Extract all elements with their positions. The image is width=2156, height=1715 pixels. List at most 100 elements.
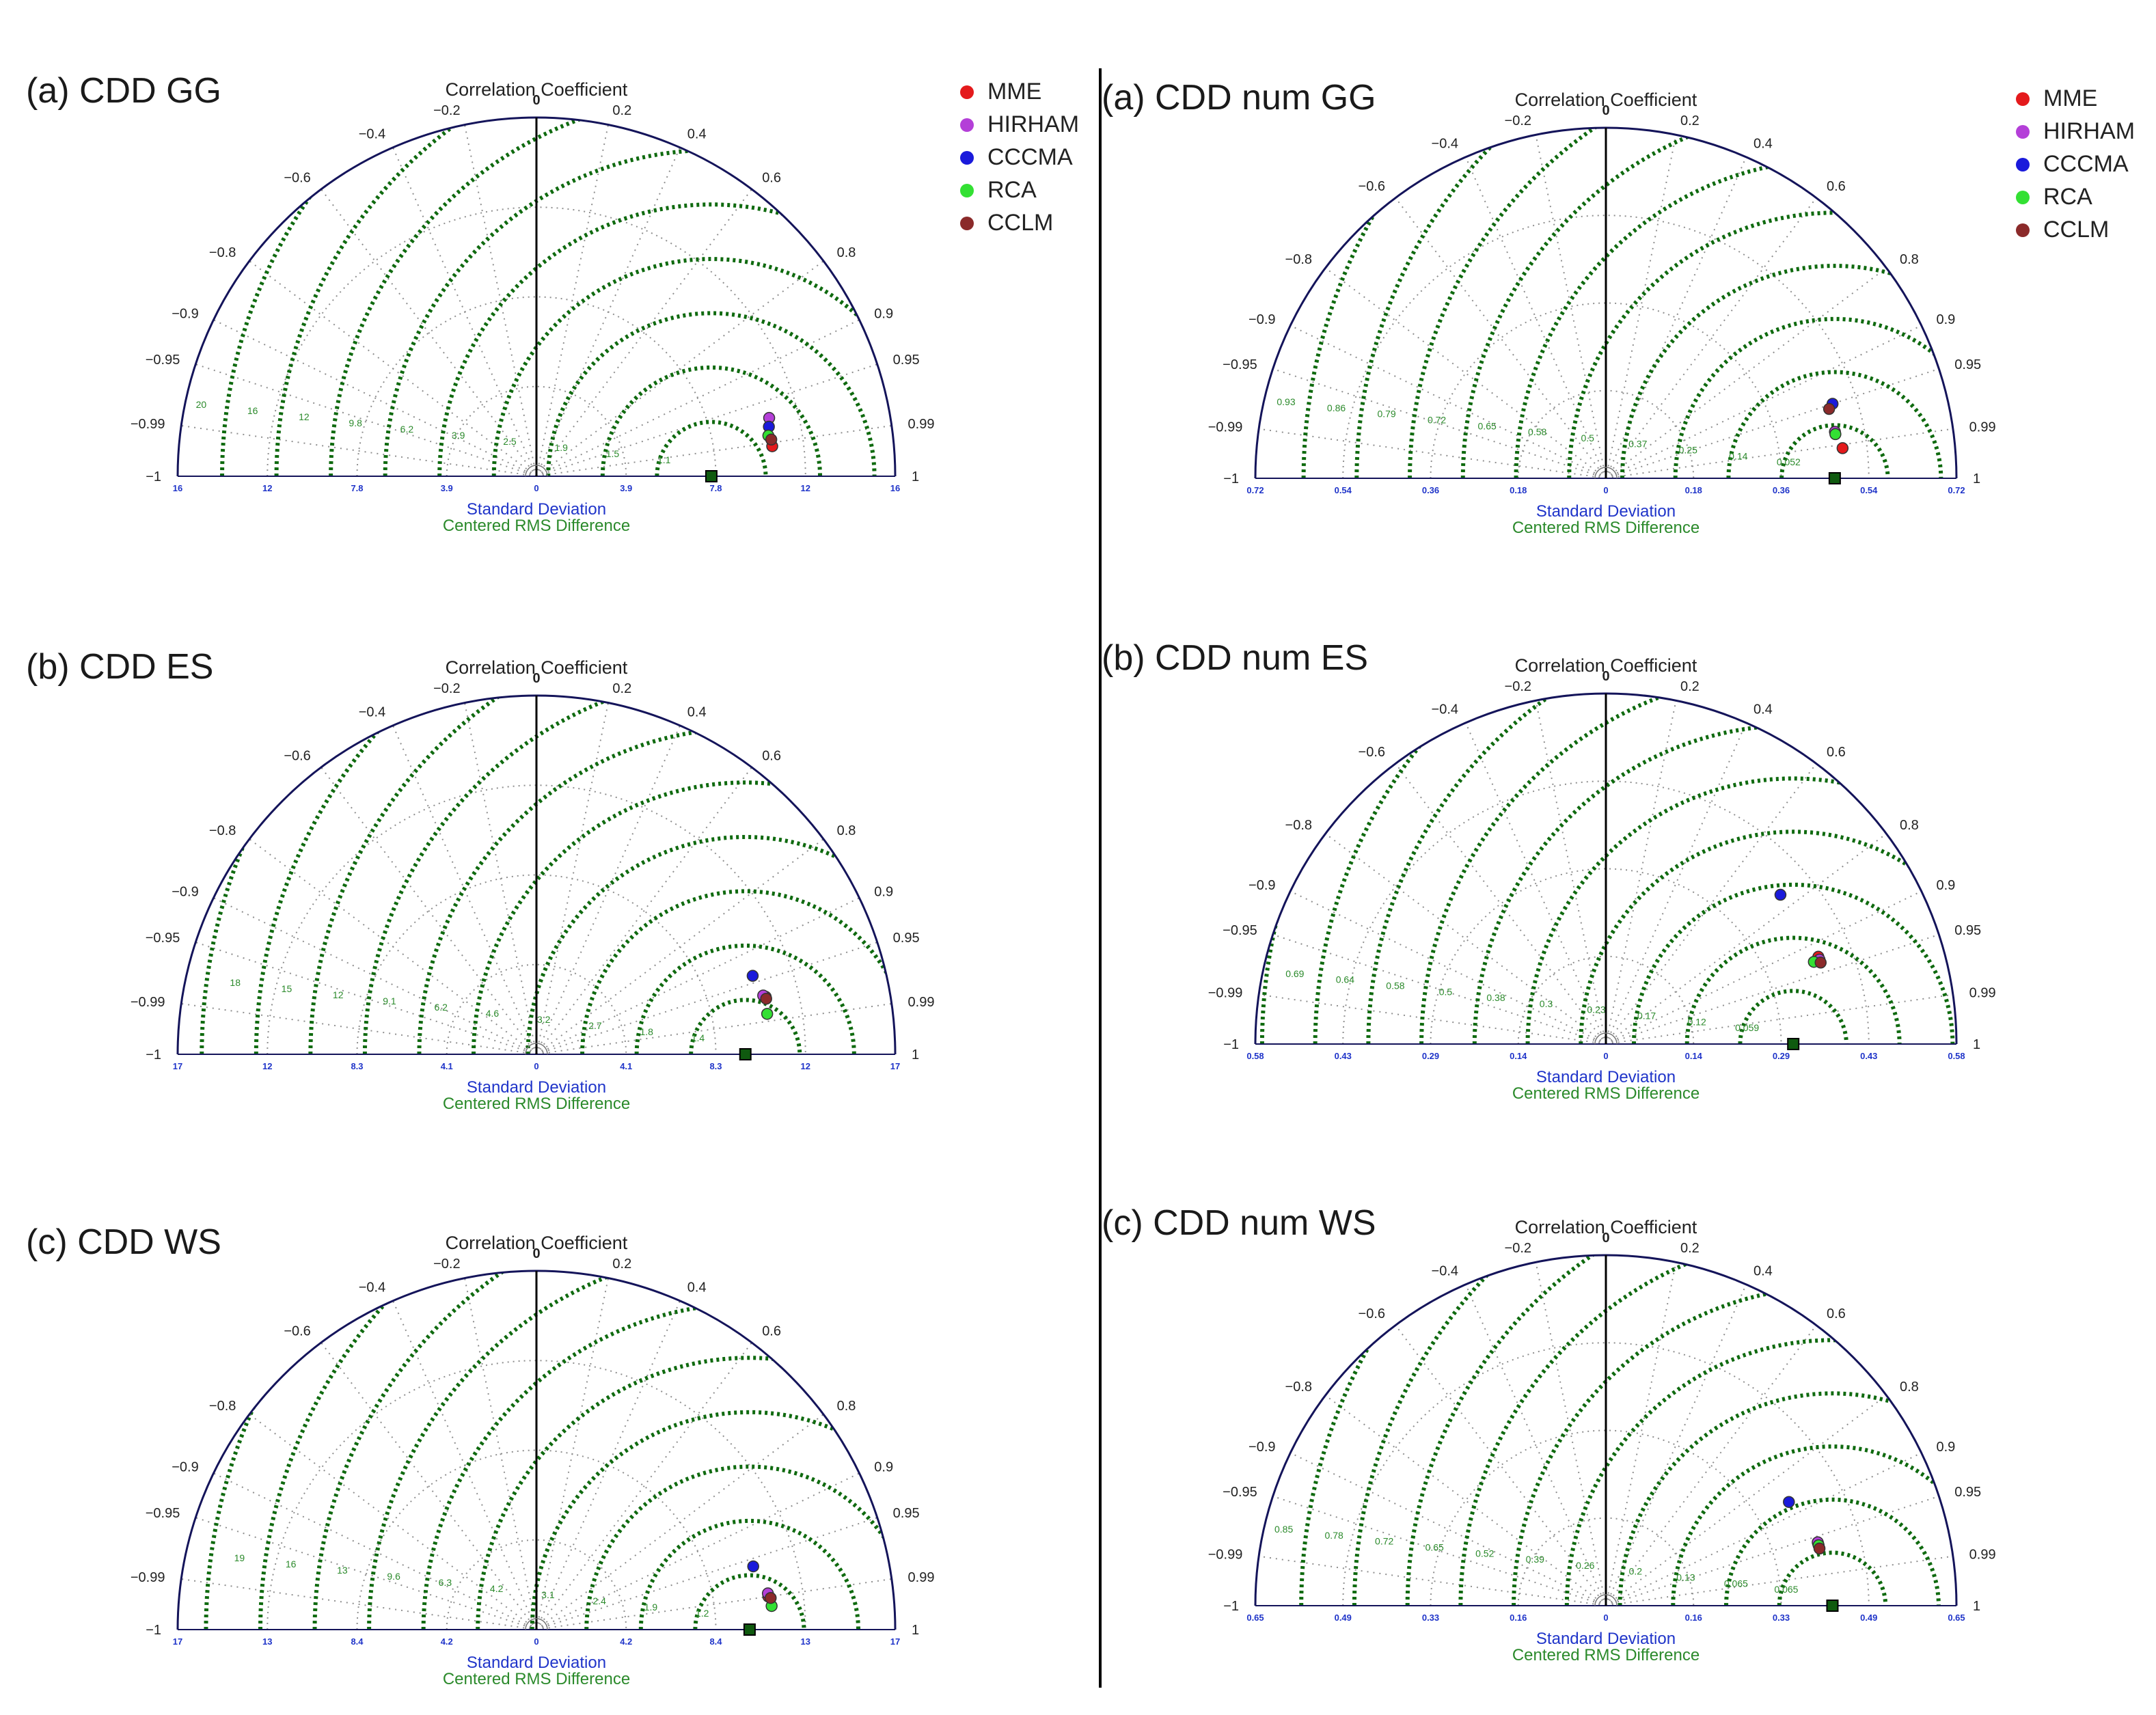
rms-contour — [256, 565, 1235, 1054]
sd-tick-label: 0.54 — [1860, 485, 1878, 495]
corr-tick-label: 0.9 — [874, 307, 893, 322]
corr-spoke — [536, 1342, 752, 1630]
rms-tick-label: 0.26 — [1576, 1560, 1594, 1571]
sd-tick-label: 4.2 — [620, 1636, 632, 1647]
rms-tick-label: 0.39 — [1526, 1554, 1544, 1565]
corr-tick-label: 0.8 — [1900, 252, 1919, 267]
corr-tick-label: −0.99 — [131, 995, 165, 1010]
rms-axis-title: Centered RMS Difference — [1512, 519, 1700, 537]
point-cccma — [1774, 888, 1787, 901]
rms-tick-label: 0.69 — [1285, 968, 1304, 979]
corr-tick-label: 0.8 — [1900, 1380, 1919, 1395]
sd-tick-label: 0.16 — [1685, 1613, 1702, 1623]
sd-gridline — [1430, 1429, 1782, 1606]
corr-tick-label: −0.9 — [1248, 312, 1275, 327]
corr-tick-label: −0.4 — [1432, 1264, 1458, 1279]
corr-title: Correlation Coefficient — [446, 657, 628, 678]
corr-tick-label: −0.8 — [1285, 818, 1312, 833]
sd-tick-label: 8.3 — [709, 1061, 722, 1071]
origin-arc — [525, 1043, 548, 1055]
sd-tick-label: 17 — [890, 1636, 900, 1647]
corr-spoke — [249, 1414, 537, 1630]
rms-contour — [1777, 1550, 1888, 1606]
rms-contour — [258, 1271, 895, 1630]
corr-spoke — [536, 767, 752, 1055]
corr-spoke — [536, 189, 752, 477]
panel-title: (a) CDD num GG — [1102, 78, 1376, 118]
corr-tick-label: −0.6 — [284, 748, 310, 763]
rms-contour — [167, 0, 1255, 476]
corr-tick-label: −0.99 — [1208, 420, 1243, 435]
rms-tick-label: 3.2 — [537, 1014, 551, 1025]
sd-gridline — [356, 1449, 717, 1630]
corr-tick-label: −0.6 — [284, 170, 310, 185]
rms-tick-label: 2.5 — [503, 436, 517, 447]
rms-contour — [1632, 883, 1955, 1044]
corr-tick-label: 0 — [1602, 669, 1609, 684]
corr-tick-label: −0.8 — [209, 1399, 236, 1414]
rms-contour — [655, 420, 768, 476]
rms-tick-label: 0.23 — [1587, 1004, 1605, 1015]
rms-tick-label: 0.5 — [1581, 433, 1594, 443]
sd-tick-label: 0.72 — [1246, 485, 1264, 495]
legend-label: MME — [987, 79, 1041, 105]
rms-contour — [476, 1356, 895, 1630]
corr-tick-label: 0 — [532, 671, 540, 686]
corr-tick-label: −0.99 — [131, 417, 165, 432]
corr-spoke — [195, 363, 537, 477]
corr-tick-label: 0 — [532, 93, 540, 108]
corr-tick-label: 0.4 — [687, 705, 707, 720]
sd-tick-label: 3.9 — [620, 483, 632, 493]
rms-contour — [383, 148, 895, 476]
sd-tick-label: 17 — [890, 1061, 900, 1071]
corr-tick-label: −0.99 — [1208, 986, 1243, 1001]
rms-contour — [546, 312, 877, 476]
corr-tick-label: −1 — [146, 1623, 161, 1638]
rms-contour — [472, 781, 895, 1054]
rms-tick-label: 1.9 — [644, 1602, 658, 1613]
corr-spoke — [1605, 933, 1939, 1045]
corr-tick-label: 1 — [1973, 1037, 1980, 1052]
sd-tick-label: 8.4 — [709, 1636, 722, 1647]
corr-title: Correlation Coefficient — [1515, 655, 1697, 676]
rms-tick-label: 3.1 — [541, 1589, 555, 1600]
legend-marker — [2016, 125, 2030, 139]
rms-tick-label: 0.72 — [1428, 414, 1446, 425]
corr-spoke — [536, 1578, 892, 1630]
corr-tick-label: −0.9 — [1248, 878, 1275, 893]
rms-tick-label: 0.12 — [1687, 1016, 1706, 1027]
sd-gridline — [1430, 302, 1782, 479]
corr-tick-label: −0.8 — [209, 823, 236, 838]
rms-contour — [1567, 211, 1956, 478]
rms-tick-label: 0.93 — [1277, 396, 1295, 407]
legend-marker — [960, 85, 974, 99]
corr-spoke — [195, 942, 537, 1055]
point-cccma — [1783, 1496, 1795, 1508]
corr-spoke — [1605, 1495, 1939, 1606]
taylor-panel: (c) CDD num WS 0.85 0.78 0.72 0.65 0.52 0.39 0.… — [1102, 1203, 1996, 1664]
corr-spoke — [1605, 1262, 1677, 1606]
corr-tick-label: −0.9 — [172, 307, 198, 322]
rms-contour — [1564, 1339, 1956, 1606]
rms-tick-label: 0.052 — [1777, 456, 1801, 467]
rms-tick-label: 0.38 — [1486, 992, 1505, 1003]
rms-tick-label: 0.5 — [1439, 986, 1453, 997]
rms-tick-label: 0.25 — [1679, 445, 1697, 456]
sd-tick-label: 12 — [262, 483, 272, 493]
corr-spoke — [249, 838, 537, 1055]
sd-tick-label: 16 — [173, 483, 182, 493]
rms-contour — [1299, 1255, 1956, 1606]
rms-tick-label: 1.4 — [692, 1032, 705, 1043]
rms-tick-label: 0.65 — [1478, 420, 1497, 431]
corr-tick-label: −0.6 — [1359, 1306, 1385, 1321]
sd-tick-label: 4.1 — [620, 1061, 632, 1071]
corr-spoke — [1605, 197, 1817, 479]
corr-tick-label: 1 — [912, 1047, 919, 1062]
sd-tick-label: 0 — [534, 1636, 538, 1647]
point-rca — [761, 1008, 774, 1020]
corr-tick-label: 0.8 — [837, 1399, 856, 1414]
corr-tick-label: −0.9 — [172, 885, 198, 900]
rms-tick-label: 9.8 — [349, 417, 362, 428]
rms-tick-label: 2.4 — [592, 1595, 606, 1606]
legend: MME HIRHAM CCCMA RCA CCLM — [960, 79, 1079, 236]
